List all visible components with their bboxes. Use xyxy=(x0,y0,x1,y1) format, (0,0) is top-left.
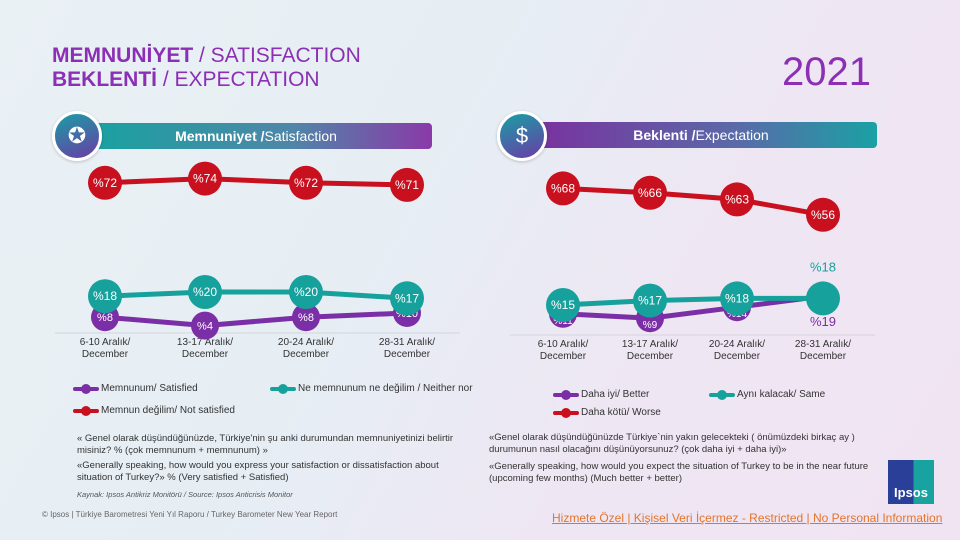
x-tick-label: 20-24 Aralık/December xyxy=(709,339,765,362)
legend-satisfied: Memnunum/ Satisfied xyxy=(73,383,198,394)
data-label: %8 xyxy=(97,312,113,324)
question-en-left: «Generally speaking, how would you expre… xyxy=(77,460,439,483)
data-point xyxy=(390,281,424,316)
data-label: %18 xyxy=(725,291,749,305)
ipsos-logo: Ipsos xyxy=(888,460,934,504)
data-label: %17 xyxy=(395,291,419,305)
title-satisfaction-tr: MEMNUNİYET xyxy=(52,44,194,67)
data-point xyxy=(289,275,323,309)
x-tick-label: 28-31 Aralık/December xyxy=(795,339,851,362)
x-tick-label: 6-10 Aralık/December xyxy=(538,339,589,362)
data-label: %15 xyxy=(551,298,575,312)
data-point xyxy=(546,288,580,322)
data-point xyxy=(88,279,122,314)
x-tick-label: 6-10 Aralık/December xyxy=(80,337,131,360)
legend-worse: Daha kötü/ Worse xyxy=(553,407,661,418)
title-expectation-en: / EXPECTATION xyxy=(157,68,320,91)
x-tick-label: 13-17 Aralık/December xyxy=(177,337,233,360)
source-note: Kaynak: Ipsos Antikriz Monitörü / Source… xyxy=(77,490,293,499)
data-point xyxy=(806,281,840,316)
data-label: %20 xyxy=(193,285,217,299)
legend-not-satisfied: Memnun değilim/ Not satisfied xyxy=(73,405,235,416)
series-line xyxy=(562,185,824,218)
data-point xyxy=(289,165,323,200)
question-tr-right: «Genel olarak düşündüğünüzde Türkiye`nin… xyxy=(489,432,855,455)
data-point xyxy=(633,283,667,318)
data-label: %18 xyxy=(810,259,836,274)
money-hand-icon: $ xyxy=(497,111,547,161)
legend-better: Daha iyi/ Better xyxy=(553,389,649,400)
data-point xyxy=(188,275,222,309)
data-point xyxy=(188,161,222,196)
data-point xyxy=(546,171,580,206)
data-point xyxy=(720,182,754,217)
legend-marker xyxy=(709,389,735,400)
legend-same: Aynı kalacak/ Same xyxy=(709,389,825,400)
data-point xyxy=(390,167,424,202)
data-label: %19 xyxy=(810,314,836,329)
question-en-right: «Generally speaking, how would you expec… xyxy=(489,461,869,484)
legend-marker xyxy=(270,383,296,394)
data-label: %72 xyxy=(93,176,117,190)
expectation-banner: Beklenti / Expectation xyxy=(525,122,877,148)
data-point xyxy=(633,175,667,210)
series-line xyxy=(562,295,823,308)
legend-marker xyxy=(553,407,579,418)
legend-label: Ne memnunum ne değilim / Neither nor xyxy=(298,383,473,394)
legend-label: Memnunum/ Satisfied xyxy=(101,383,198,394)
legend-neither: Ne memnunum ne değilim / Neither nor xyxy=(270,383,473,394)
satisfaction-banner: Memnuniyet / Satisfaction xyxy=(80,123,432,149)
page-title: MEMNUNİYET / SATISFACTION BEKLENTİ / EXP… xyxy=(52,44,361,92)
data-label: %20 xyxy=(294,285,318,299)
data-label: %4 xyxy=(197,321,213,333)
x-tick-label: 20-24 Aralık/December xyxy=(278,337,334,360)
copyright-footer: © Ipsos | Türkiye Barometresi Yeni Yıl R… xyxy=(42,510,338,519)
title-expectation-tr: BEKLENTİ xyxy=(52,68,157,91)
award-hand-icon: ✪ xyxy=(52,111,102,161)
data-label: %74 xyxy=(193,172,217,186)
legend-label: Daha kötü/ Worse xyxy=(581,407,661,418)
data-label: %72 xyxy=(294,176,318,190)
legend-marker xyxy=(553,389,579,400)
title-satisfaction-en: / SATISFACTION xyxy=(193,44,361,67)
banner-text: Satisfaction xyxy=(264,128,337,144)
question-tr-left: « Genel olarak düşündüğünüzde, Türkiye'n… xyxy=(77,433,454,456)
legend-label: Daha iyi/ Better xyxy=(581,389,650,400)
x-tick-label: 13-17 Aralık/December xyxy=(622,339,678,362)
data-label: %17 xyxy=(638,294,662,308)
data-point xyxy=(88,165,122,200)
restricted-notice: Hizmete Özel | Kişisel Veri İçermez - Re… xyxy=(552,511,943,525)
series-line xyxy=(104,310,408,329)
legend-label: Aynı kalacak/ Same xyxy=(737,389,826,400)
x-tick-label: 28-31 Aralık/December xyxy=(379,337,435,360)
data-point xyxy=(720,281,754,316)
data-label: %8 xyxy=(298,312,314,324)
data-label: %68 xyxy=(551,181,575,195)
series-line xyxy=(104,289,408,301)
data-point xyxy=(191,311,219,340)
legend-marker xyxy=(73,405,99,416)
banner-text: Expectation xyxy=(695,127,769,143)
data-point xyxy=(806,197,840,232)
year-label: 2021 xyxy=(782,50,871,94)
data-label: %71 xyxy=(395,178,419,192)
series-line xyxy=(562,293,824,321)
data-label: %56 xyxy=(811,208,835,222)
series-line xyxy=(104,176,408,188)
data-label: %18 xyxy=(93,289,117,303)
data-point xyxy=(292,303,320,332)
legend-label: Memnun değilim/ Not satisfied xyxy=(101,405,235,416)
data-label: %9 xyxy=(643,320,658,331)
legend-marker xyxy=(73,383,99,394)
data-label: %63 xyxy=(725,192,749,206)
banner-bold: Memnuniyet / xyxy=(175,128,265,144)
banner-bold: Beklenti / xyxy=(633,127,696,143)
data-label: %66 xyxy=(638,186,662,200)
